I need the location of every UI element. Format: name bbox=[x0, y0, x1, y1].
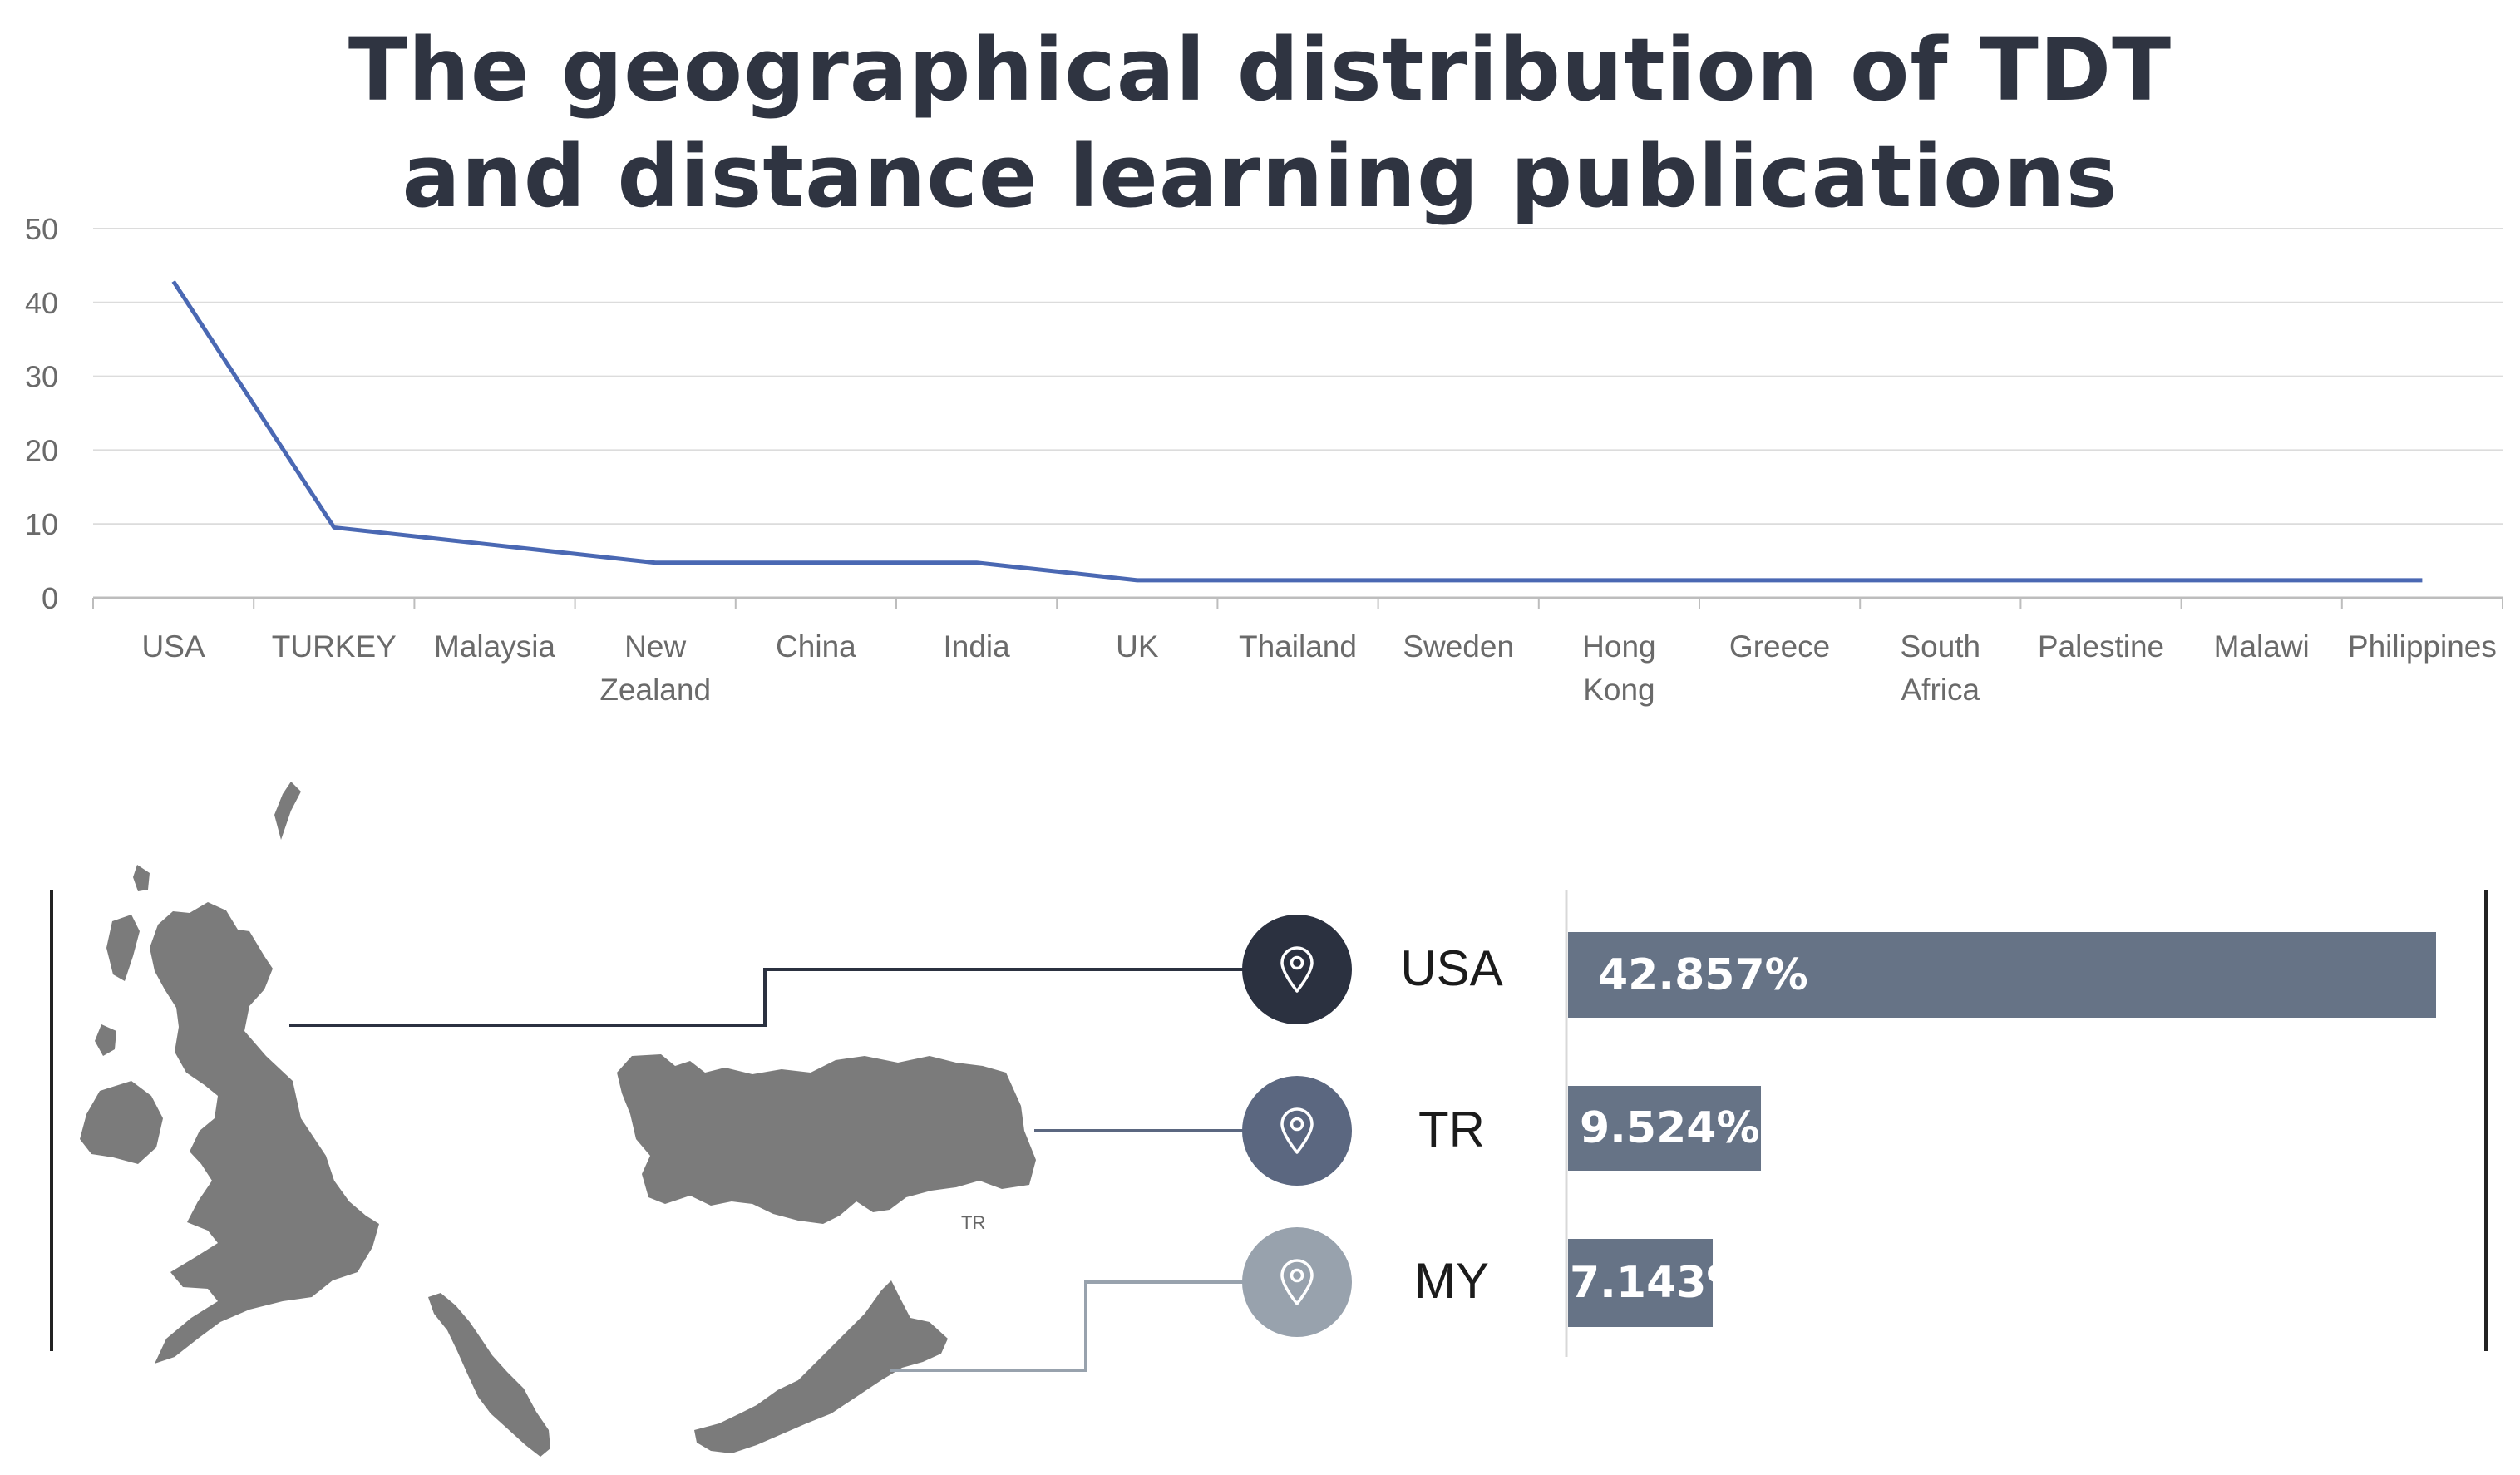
turkey-map-icon bbox=[617, 1054, 1036, 1224]
usa-connector-line bbox=[289, 968, 1247, 1027]
x-tick-label: South Africa bbox=[1900, 629, 1980, 707]
x-tick-label: UK bbox=[1116, 629, 1159, 664]
breakdown-bar-usa bbox=[1568, 932, 2436, 1018]
chart-title: The geographical distribution of TDT and… bbox=[0, 17, 2520, 229]
y-tick-label: 10 bbox=[25, 507, 58, 541]
map-pin-icon bbox=[1242, 1076, 1352, 1186]
map-pin-icon bbox=[1242, 1227, 1352, 1337]
x-tick-label: Sweden bbox=[1403, 629, 1514, 664]
y-tick-label: 50 bbox=[25, 212, 58, 246]
x-tick-label: Thailand bbox=[1239, 629, 1357, 664]
country-code-usa: USA bbox=[1400, 940, 1503, 996]
percent-label-my: 7.143% bbox=[1570, 1258, 1750, 1308]
x-tick-label: India bbox=[943, 629, 1010, 664]
x-tick-label: Philippines bbox=[2348, 629, 2497, 664]
y-tick-label: 0 bbox=[42, 581, 58, 615]
country-code-tr: TR bbox=[1418, 1102, 1485, 1157]
malaysia-map-icon bbox=[428, 1280, 948, 1457]
map-label-tr: TR bbox=[961, 1212, 985, 1233]
chart-gridlines bbox=[93, 228, 2503, 599]
percent-label-usa: 42.857% bbox=[1598, 950, 1808, 1000]
x-tick-label: USA bbox=[142, 629, 205, 664]
line-chart: 0 10 20 30 40 50 USA TURKEY Malaysia New Zealand C… bbox=[25, 212, 2503, 707]
x-tick-label: China bbox=[776, 629, 856, 664]
breakdown-bar-my bbox=[1568, 1239, 1714, 1327]
x-tick-label: Malaysia bbox=[434, 629, 555, 664]
map-pin-icon bbox=[1242, 915, 1352, 1024]
my-connector-line bbox=[890, 1280, 1247, 1372]
y-tick-label: 40 bbox=[25, 286, 58, 320]
country-code-my: MY bbox=[1414, 1253, 1489, 1309]
breakdown-bars bbox=[1568, 932, 2436, 1327]
percent-label-tr: 9.524% bbox=[1580, 1103, 1760, 1153]
y-axis-ticks: 0 10 20 30 40 50 bbox=[25, 212, 58, 615]
x-tick-label: New Zealand bbox=[599, 629, 711, 707]
series-line bbox=[171, 280, 2423, 583]
x-tick-label: TURKEY bbox=[272, 629, 397, 664]
x-tick-label: Hong Kong bbox=[1582, 629, 1655, 707]
y-tick-label: 20 bbox=[25, 433, 58, 467]
breakdown-bar-tr bbox=[1568, 1086, 1762, 1171]
x-tick-label: Greece bbox=[1729, 629, 1830, 664]
chart-title-line-1: The geographical distribution of TDT bbox=[348, 19, 2172, 121]
x-tick-label: Palestine bbox=[2038, 629, 2164, 664]
x-axis bbox=[92, 598, 2503, 609]
uk-map-icon bbox=[80, 782, 379, 1364]
y-tick-label: 30 bbox=[25, 360, 58, 394]
x-axis-labels: USA TURKEY Malaysia New Zealand China India UK T… bbox=[142, 629, 2497, 707]
x-tick-label: Malawi bbox=[2214, 629, 2310, 664]
chart-title-line-2: and distance learning publications bbox=[402, 126, 2118, 227]
